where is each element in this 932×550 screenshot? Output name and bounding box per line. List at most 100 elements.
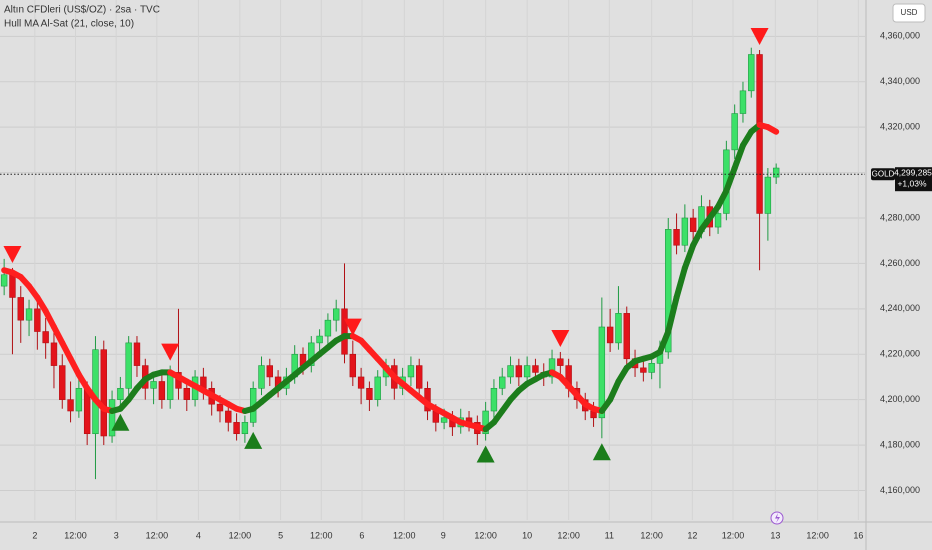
candle-body (357, 376, 365, 389)
candle-body (407, 365, 415, 378)
candle-body (133, 342, 141, 366)
candle-body (258, 365, 265, 389)
candle-body (158, 381, 166, 400)
buy-signal (476, 445, 495, 463)
candle-body (648, 363, 655, 373)
candle-body (17, 297, 24, 321)
candle-body (316, 335, 323, 344)
candle-body (266, 365, 273, 378)
hull-ma-segment (656, 328, 672, 355)
event-bolt (775, 513, 780, 523)
hull-ma-segment (764, 124, 780, 135)
candle-body (349, 353, 357, 378)
candle-body (42, 331, 49, 344)
candle-body (59, 365, 66, 400)
price-tag (895, 167, 932, 192)
candle-body (640, 367, 647, 373)
x-tick-label: 12:00 (146, 530, 169, 540)
candle-body (332, 308, 340, 321)
candle-body (748, 54, 755, 92)
candle-body (366, 387, 373, 400)
candle-body (523, 365, 531, 378)
x-tick-label: 11 (605, 530, 614, 540)
candle-body (241, 422, 249, 435)
candle-body (117, 387, 124, 400)
buy-signal (592, 443, 611, 461)
candle-body (623, 313, 630, 360)
indicator-title: Hull MA Al-Sat (21, close, 10) (4, 19, 134, 30)
candle-body (756, 54, 763, 214)
axes: 4,160,000 4,180,000 4,200,000 4,220,000 4,24… (32, 31, 932, 540)
x-tick-label: 12:00 (310, 530, 333, 540)
y-tick-label: 4,240,000 (880, 303, 920, 313)
sell-signal (551, 329, 570, 347)
candle-body (490, 387, 498, 412)
candle-body (499, 376, 506, 389)
candle-body (0, 274, 8, 287)
plot (0, 27, 865, 480)
y-tick-label: 4,200,000 (880, 394, 920, 404)
y-tick-label: 4,340,000 (880, 76, 920, 86)
candle-body (440, 417, 448, 423)
candle-body (183, 387, 190, 400)
candle-body (125, 342, 132, 389)
candle-body (108, 399, 116, 437)
y-tick-label: 4,280,000 (880, 212, 920, 222)
candle-body (225, 410, 232, 423)
x-tick-label: 4 (196, 530, 201, 540)
y-tick-label: 4,160,000 (880, 485, 920, 495)
buy-signal (244, 431, 263, 449)
candle-body (681, 217, 689, 246)
candle-body (482, 410, 489, 435)
candle-body (739, 90, 747, 114)
candle-body (374, 376, 381, 400)
candle-body (25, 308, 33, 321)
y-tick-label: 4,320,000 (880, 122, 920, 132)
x-tick-label: 3 (114, 530, 119, 540)
candle-body (731, 113, 738, 151)
candle-body (515, 365, 523, 378)
candle-body (532, 365, 539, 373)
currency-label: USD (901, 8, 918, 17)
change-label: +1,03% (897, 178, 927, 188)
candle-body (772, 167, 780, 178)
symbol-tag (871, 168, 895, 181)
sell-signal (750, 27, 769, 45)
candle-body (606, 326, 614, 344)
sell-signal (161, 343, 180, 361)
x-tick-label: 12:00 (393, 530, 416, 540)
candle-body (341, 308, 348, 355)
y-tick-label: 4,360,000 (880, 31, 920, 41)
candle-body (557, 358, 564, 366)
x-tick-label: 12:00 (722, 530, 745, 540)
candle-body (548, 358, 556, 378)
hull-ma-segment (665, 294, 680, 335)
x-tick-label: 12 (687, 530, 697, 540)
sell-signal (343, 318, 362, 336)
x-tick-label: 12:00 (640, 530, 663, 540)
hull-ma-segment (731, 142, 746, 172)
candle-body (150, 381, 157, 389)
event-icon[interactable] (770, 511, 784, 525)
buy-signal (111, 413, 130, 431)
candle-body (324, 319, 332, 337)
currency-button[interactable] (892, 3, 926, 23)
candle-body (615, 313, 622, 344)
x-tick-label: 10 (522, 530, 532, 540)
x-tick-label: 13 (770, 530, 780, 540)
candle-body (34, 308, 41, 332)
x-tick-label: 12:00 (474, 530, 497, 540)
y-tick-label: 4,180,000 (880, 439, 920, 449)
candle-body (764, 176, 772, 214)
candle-body (689, 217, 697, 232)
candle-body (67, 399, 74, 412)
candle-body (50, 342, 58, 366)
x-tick-label: 2 (32, 530, 37, 540)
hull-ma-segment (681, 242, 697, 271)
x-tick-label: 16 (853, 530, 863, 540)
x-tick-label: 12:00 (64, 530, 87, 540)
x-tick-label: 12:00 (229, 530, 252, 540)
last-price-label: 4,299,285 (894, 167, 932, 177)
